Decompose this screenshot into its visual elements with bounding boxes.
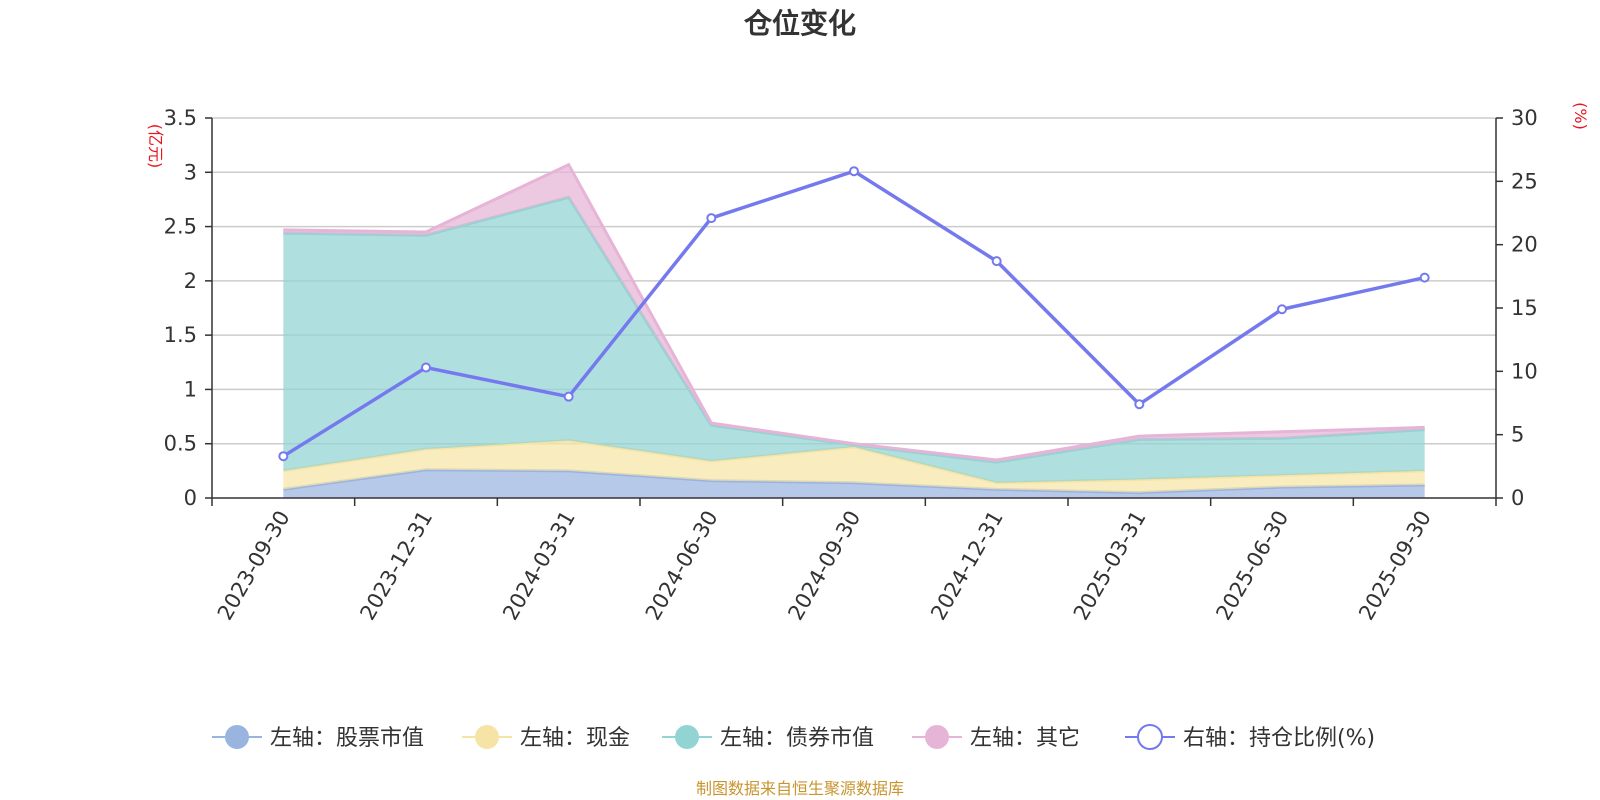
x-axis-tick-label: 2023-09-30 [213,507,295,625]
x-axis-tick-label: 2025-06-30 [1211,507,1293,625]
x-axis-tick-label: 2024-12-31 [926,507,1008,625]
data-source-note: 制图数据来自恒生聚源数据库 [696,779,904,798]
area-series-3 [283,197,1425,483]
legend-marker [1137,724,1163,750]
left-axis-tick-label: 3.5 [164,106,197,130]
x-axis-tick-label: 2024-09-30 [783,507,865,625]
right-axis-tick-label: 25 [1511,169,1538,193]
holding-ratio-point [1134,399,1145,410]
left-axis-tick-label: 0.5 [164,432,197,456]
legend-item-5: 右轴：持仓比例(%) [1125,724,1375,751]
right-axis-tick-label: 15 [1511,296,1538,320]
holding-ratio-point [991,256,1002,267]
left-axis-tick-label: 0 [184,486,197,510]
legend: 左轴：股票市值 左轴：现金 左轴：债券市值 左轴：其它 右轴：持仓比例(%) [212,724,1375,751]
left-axis-tick-label: 1 [184,377,197,401]
holding-ratio-point [1277,304,1287,315]
legend-marker [475,725,499,749]
left-axis-tick-label: 2.5 [164,215,197,239]
legend-label: 右轴：持仓比例(%) [1183,726,1375,751]
left-axis-tick-label: 3 [184,160,197,184]
x-axis-tick-label: 2024-06-30 [641,507,723,625]
legend-label: 左轴：现金 [520,726,630,751]
legend-marker [225,725,249,749]
legend-marker [925,725,949,749]
x-axis-tick-label: 2025-09-30 [1354,507,1436,625]
right-axis-tick-label: 10 [1511,359,1538,383]
right-axis-unit: (%) [1571,102,1590,130]
legend-label: 左轴：股票市值 [270,726,424,751]
legend-item-2: 左轴：现金 [462,725,630,751]
chart-title: 仓位变化 [744,7,856,40]
left-axis-tick-label: 1.5 [164,323,197,347]
legend-item-4: 左轴：其它 [912,725,1080,751]
x-axis-tick-label: 2024-03-31 [498,507,580,625]
area-series-4 [283,164,1425,463]
legend-label: 左轴：债券市值 [720,726,874,751]
stacked-areas [283,162,1425,498]
holding-ratio-point [278,451,289,462]
legend-marker [675,725,699,749]
holding-ratio-point [421,362,431,373]
holding-ratio-point [706,213,717,224]
right-axis-tick-label: 20 [1511,233,1538,257]
legend-item-1: 左轴：股票市值 [212,725,424,751]
area-series-4-edge [283,162,1425,462]
right-axis-tick-label: 0 [1511,486,1524,510]
right-axis-tick-label: 5 [1511,423,1524,447]
holding-ratio-point [849,166,859,177]
legend-item-3: 左轴：债券市值 [662,725,874,751]
x-axis-tick-label: 2025-03-31 [1069,507,1151,625]
holding-ratio-point [563,391,574,402]
legend-label: 左轴：其它 [970,726,1080,751]
left-axis-unit: (亿元) [146,124,165,169]
right-axis-tick-label: 30 [1511,106,1538,130]
holding-ratio-point [1419,272,1430,283]
left-axis-tick-label: 2 [184,269,197,293]
holding-ratio-line [278,166,1430,462]
x-axis-tick-label: 2023-12-31 [355,507,437,625]
